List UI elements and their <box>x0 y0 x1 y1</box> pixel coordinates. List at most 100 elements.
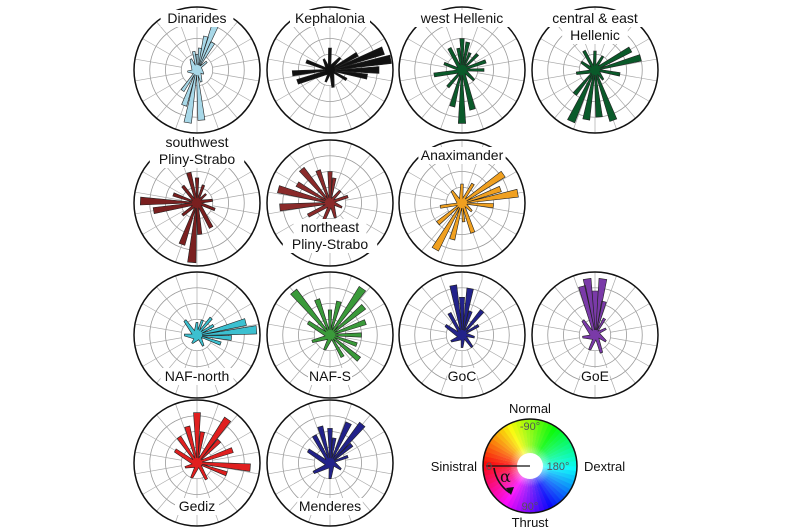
rose-grid-spoke <box>339 81 371 119</box>
rose-title-backdrop <box>562 27 628 44</box>
rose-goc: GoC <box>398 271 526 399</box>
rose-title: northeast <box>301 219 359 235</box>
rose-title-backdrop <box>160 134 234 151</box>
rose-grid-spoke <box>532 72 580 82</box>
rose-title-backdrop <box>418 147 506 164</box>
rose-grid-spoke <box>407 342 449 367</box>
rose-grid-spoke <box>421 286 453 324</box>
rose-grid-spoke <box>407 38 449 63</box>
rose-grid-spoke <box>142 38 184 63</box>
rose-grid-spoke <box>610 323 658 333</box>
rose-west-hellenic: west Hellenic <box>398 6 526 134</box>
rose-grid-spoke <box>267 465 315 475</box>
rose-grid-spoke <box>156 474 188 512</box>
rose-grid-spoke <box>212 58 260 68</box>
rose-grid-spoke <box>275 342 317 367</box>
rose-grid-spoke <box>275 38 317 63</box>
rose-title-backdrop <box>540 10 650 27</box>
rose-grid-spoke <box>343 303 385 328</box>
rose-grid-spoke <box>210 431 252 456</box>
rose-petals <box>174 412 251 481</box>
rose-title: Hellenic <box>570 27 620 43</box>
rose-grid-spoke <box>399 205 447 215</box>
rose-title-backdrop <box>175 498 219 515</box>
rose-grid-spoke <box>477 72 525 82</box>
rose-grid-spoke <box>335 143 352 189</box>
rose-grid-spoke <box>343 171 385 196</box>
rose-petals <box>139 171 216 264</box>
rose-grid-spoke <box>343 77 385 102</box>
rose-grid-spoke <box>345 323 393 333</box>
rose-title: GoE <box>581 368 609 384</box>
rose-grid-spoke <box>604 286 636 324</box>
rose-grid-spoke <box>343 342 385 367</box>
rose-grid-spoke <box>134 465 182 475</box>
rose-grid-spoke <box>604 346 636 384</box>
rose-grid-spoke <box>267 451 315 461</box>
rose-title: Menderes <box>299 498 361 514</box>
rose-grid-spoke <box>471 346 503 384</box>
rose-outline <box>266 139 394 267</box>
rose-grid-spoke <box>343 431 385 456</box>
wheel-degree-left: 0 <box>486 461 492 473</box>
alpha-arc <box>493 467 511 494</box>
rose-petals <box>291 46 392 88</box>
rose-grid-spoke <box>573 84 590 130</box>
rose-grid-spoke <box>532 58 580 68</box>
rose-grid-spoke <box>210 171 252 196</box>
rose-title-backdrop <box>580 368 610 385</box>
legend-normal-label: Normal <box>509 401 551 416</box>
rose-grid-spoke <box>608 303 650 328</box>
rose-title-backdrop <box>293 219 367 236</box>
rose-grid-spoke <box>440 275 457 321</box>
wheel-degree-right: 180° <box>547 461 570 473</box>
rose-title-backdrop <box>447 368 477 385</box>
rose-grid-spoke <box>604 81 636 119</box>
rose-grid-spoke <box>206 474 238 512</box>
rose-grid-spoke <box>345 465 393 475</box>
legend-thrust-label: Thrust <box>512 515 549 530</box>
rose-grid-spoke <box>345 191 393 201</box>
rose-grid-spoke <box>212 191 260 201</box>
wheel-degree-bottom: 90° <box>522 501 539 513</box>
rose-grid-spoke <box>475 77 517 102</box>
rose-grid-spoke <box>554 286 586 324</box>
rose-grid-spoke <box>289 346 321 384</box>
rose-title-backdrop <box>160 368 234 385</box>
rose-outline <box>133 6 261 134</box>
rose-grid-spoke <box>202 84 219 130</box>
rose-grid-spoke <box>289 81 321 119</box>
rose-petals <box>433 38 487 124</box>
rose-grid-spoke <box>206 21 238 59</box>
rose-petals <box>183 316 258 347</box>
rose-outline <box>133 399 261 527</box>
rose-petals <box>180 21 220 124</box>
rose-grid-spoke <box>142 210 184 235</box>
rose-grid-spoke <box>421 346 453 384</box>
rose-grid-spoke <box>339 346 371 384</box>
rose-grid-spoke <box>134 337 182 347</box>
rose-outline <box>531 271 659 399</box>
rose-grid-spoke <box>210 342 252 367</box>
rose-grid-spoke <box>156 214 188 252</box>
rose-grid-spoke <box>134 72 182 82</box>
rose-grid-spoke <box>339 21 371 59</box>
rose-grid-spoke <box>308 403 325 449</box>
rose-title: west Hellenic <box>420 10 503 26</box>
rose-title: Pliny-Strabo <box>292 236 368 252</box>
rose-grid-spoke <box>267 72 315 82</box>
rose-grid-spoke <box>134 58 182 68</box>
rose-kephalonia: Kephalonia <box>266 6 394 134</box>
rose-grid-spoke <box>289 414 321 452</box>
rose-title: Gediz <box>179 498 216 514</box>
rose-grid-spoke <box>175 275 192 321</box>
rose-grid-spoke <box>540 342 582 367</box>
rose-grid-spoke <box>475 342 517 367</box>
rose-grid-spoke <box>407 171 449 196</box>
rose-petals <box>567 46 642 124</box>
rose-naf-s: NAF-S <box>266 271 394 399</box>
rose-grid-spoke <box>202 275 219 321</box>
rose-grid-spoke <box>399 191 447 201</box>
